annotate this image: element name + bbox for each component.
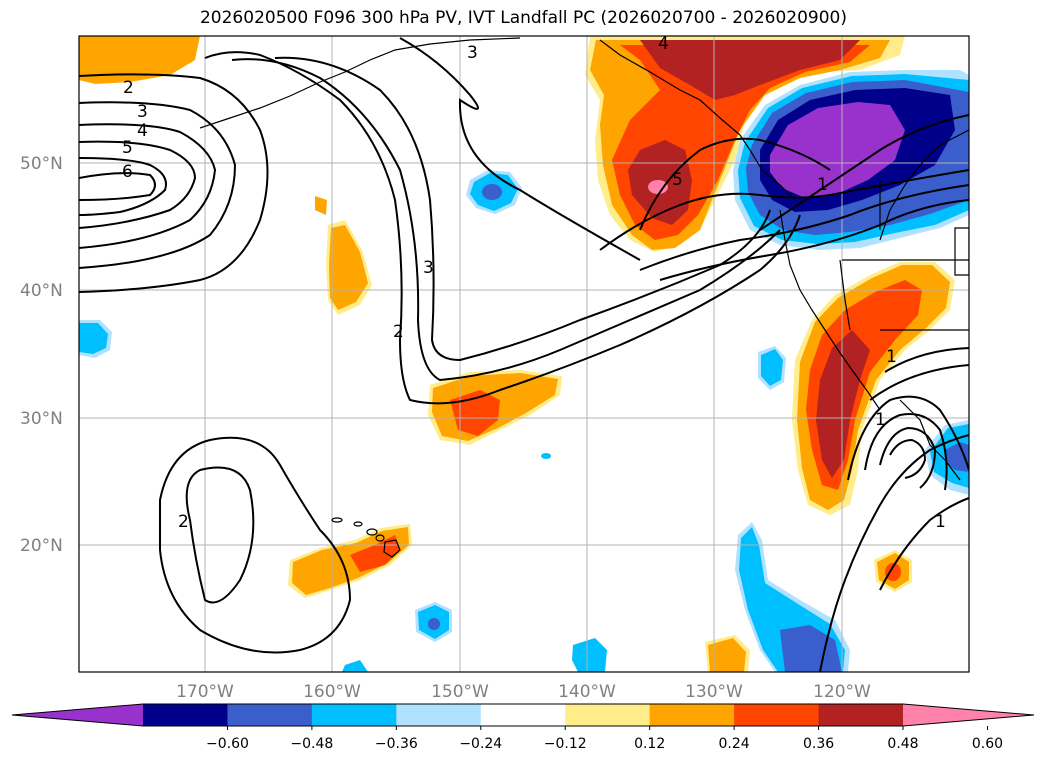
colorbar-outline — [11, 703, 1035, 727]
contour-label: 5 — [672, 170, 683, 190]
pv-contours — [79, 37, 969, 672]
colorbar-segment — [565, 704, 651, 726]
colorbar-label: 0.48 — [887, 736, 918, 752]
lat-label: 40°N — [20, 281, 63, 301]
contour-label: 1 — [886, 347, 897, 367]
lon-label: 160°W — [303, 682, 361, 702]
colorbar-segment — [480, 704, 566, 726]
map-title: 2026020500 F096 300 hPa PV, IVT Landfall… — [199, 8, 847, 28]
lon-label: 140°W — [558, 682, 616, 702]
colorbar-label: 0.12 — [634, 736, 665, 752]
colorbar-segment — [311, 704, 397, 726]
contour-label: 2 — [393, 322, 404, 342]
colorbar-segment — [649, 704, 735, 726]
contour-label: 3 — [467, 43, 478, 63]
contour-label: 3 — [423, 258, 434, 278]
colorbar: −0.60 −0.48 −0.36 −0.24 −0.12 0.12 0.24 0.36 0.4… — [11, 703, 1035, 752]
pv-contour-labels: 2 3 4 5 6 3 2 3 2 4 5 1 1 1 1 — [122, 34, 946, 532]
contour-label: 2 — [123, 78, 134, 98]
longitude-labels: 170°W 160°W 150°W 140°W 130°W 120°W — [176, 682, 871, 702]
colorbar-segment — [227, 704, 313, 726]
contour-label: 4 — [658, 34, 669, 54]
lon-label: 130°W — [685, 682, 743, 702]
contour-label: 1 — [817, 175, 828, 195]
colorbar-label: −0.60 — [206, 736, 249, 752]
contour-label: 2 — [178, 512, 189, 532]
lat-label: 20°N — [20, 536, 63, 556]
colorbar-label: −0.36 — [375, 736, 418, 752]
colorbar-segment — [143, 704, 228, 726]
ivt-positive-anomalies — [79, 36, 955, 672]
colorbar-extend-high — [903, 704, 1034, 726]
graticule — [79, 36, 969, 672]
hawaiian-islands — [331, 517, 401, 558]
lon-label: 150°W — [431, 682, 489, 702]
colorbar-extend-low — [12, 704, 143, 726]
contour-label: 3 — [137, 102, 148, 122]
colorbar-label: −0.48 — [290, 736, 333, 752]
lon-label: 120°W — [813, 682, 871, 702]
contour-label: 6 — [122, 162, 133, 182]
contour-label: 4 — [137, 121, 148, 141]
colorbar-label: 0.36 — [803, 736, 834, 752]
contour-label: 5 — [122, 138, 133, 158]
colorbar-segment — [734, 704, 820, 726]
colorbar-segment — [396, 704, 482, 726]
colorbar-label: 0.24 — [719, 736, 750, 752]
contour-label: 1 — [875, 410, 886, 430]
map-frame — [78, 35, 970, 673]
lon-label: 170°W — [176, 682, 234, 702]
colorbar-label: 0.60 — [972, 736, 1003, 752]
map-plot-area: 2 3 4 5 6 3 2 3 2 4 5 1 1 1 1 — [79, 34, 969, 672]
colorbar-label: −0.12 — [544, 736, 587, 752]
colorbar-segment — [818, 704, 904, 726]
contour-label: 1 — [935, 512, 946, 532]
lat-label: 30°N — [20, 409, 63, 429]
latitude-labels: 50°N 40°N 30°N 20°N — [20, 154, 63, 556]
colorbar-label: −0.24 — [459, 736, 502, 752]
ivt-negative-anomalies — [79, 70, 969, 672]
lat-label: 50°N — [20, 154, 63, 174]
